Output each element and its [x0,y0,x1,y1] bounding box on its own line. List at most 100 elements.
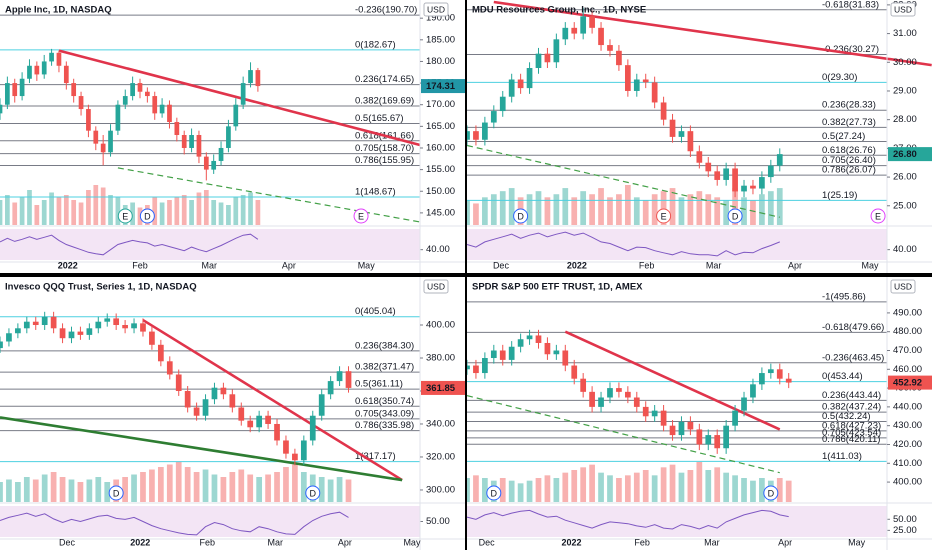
y-tick-label: 300.00 [426,484,455,495]
candle-body [56,52,62,66]
y-tick-label: 26.00 [893,172,917,183]
trendline [467,395,780,474]
volume-bar [0,200,3,225]
volume-bar [115,197,121,225]
fib-label: 0(405.04) [355,306,396,317]
volume-bar [580,467,587,502]
candle-body [71,83,77,97]
volume-bar [598,472,604,502]
fib-label: 0.5(361.11) [355,379,403,390]
x-tick-label: 2022 [58,260,78,270]
volume-bar [318,477,325,502]
trendline [117,167,421,223]
volume-bar [300,472,307,502]
volume-bar [93,185,99,225]
volume-bar [238,469,245,502]
candle-body [508,79,515,97]
volume-bar [56,197,62,225]
rsi-band [467,229,887,260]
candle-body [669,425,676,436]
candle-body [767,369,774,374]
chart-panel: 0(405.04) 0.236(384.30) 0.382(371.47) 0.5(3… [0,277,465,550]
x-tick-label: Apr [788,260,802,270]
x-tick-label: Mar [202,260,218,270]
price-pane: -1(495.86) -0.618(479.66) -0.236(463.45) 0(… [467,291,887,502]
candle-body [95,321,102,329]
volume-bar [203,190,209,225]
volume-bar [159,202,165,225]
trendline [467,144,780,218]
y-tick-label: 320.00 [426,451,455,462]
event-label: D [732,211,739,221]
trendline [142,318,403,482]
volume-bar [167,200,172,225]
event-label: E [661,211,667,221]
candle-body [776,369,783,379]
candle-body [189,135,194,148]
candle-body [705,162,712,172]
candle-body [544,53,551,63]
event-badge [656,208,672,224]
fib-label: 0.382(371.47) [355,362,414,373]
rsi-line [466,509,789,530]
candle-body [741,397,747,411]
volume-bar [327,479,334,502]
volume-bar [642,200,649,225]
y-tick-label: 430.00 [893,420,922,431]
rsi-tick-label: 40.00 [426,244,450,255]
y-tick-label: 145.00 [426,207,455,218]
candle-body [598,397,604,407]
chart-title: SPDR S&P 500 ETF TRUST, 1D, AMEX [472,282,643,293]
volume-bar [283,467,289,502]
x-tick-label: 2022 [562,537,582,547]
candle-body [122,325,128,329]
candle-body [32,321,39,326]
fib-label: 1(25.19) [822,190,857,201]
volume-bar [229,472,236,502]
last-price-tag [421,380,465,395]
candle-body [499,350,506,360]
candle-body [174,122,180,135]
y-tick-label: 25.00 [893,200,917,211]
candle-body [732,410,738,426]
volume-bar [642,470,649,502]
candle-body [535,335,542,343]
candle-body [318,394,325,416]
candle-body [149,331,155,345]
candle-body [696,151,703,163]
x-tick-label: Apr [282,260,296,270]
fib-label: 0.705(423.54) [822,427,881,438]
fib-label: 0.618(427.23) [822,420,881,431]
event-label: E [358,211,364,221]
volume-bar [473,203,479,225]
volume-bar [196,192,202,225]
candle-body [157,344,164,362]
price-pane: 0(405.04) 0.236(384.30) 0.382(371.47) 0.5(3… [0,306,420,502]
panel-background [467,0,932,273]
candle-body [50,316,57,329]
volume-bar [248,192,253,225]
fib-label: 0.618(350.74) [355,396,414,407]
volume-bar [77,482,84,502]
x-tick-label: Feb [639,260,655,270]
currency: USD [427,281,445,291]
panel-background [467,277,932,550]
candle-body [642,406,649,417]
volume-bar [78,202,84,225]
volume-bar [274,472,280,502]
candle-body [265,415,271,424]
volume-bar [211,200,217,225]
volume-bar [482,478,488,502]
volume-bar [723,472,730,502]
volume-bar [562,472,569,502]
event-badge [870,208,886,224]
volume-bar [776,478,783,502]
candle-body [27,65,32,79]
volume-bar [759,194,765,225]
candle-body [5,83,10,105]
volume-bar [687,194,694,225]
event-badge [513,208,529,224]
candle-body [184,390,191,408]
volume-bar [571,470,578,502]
candle-body [104,318,111,322]
